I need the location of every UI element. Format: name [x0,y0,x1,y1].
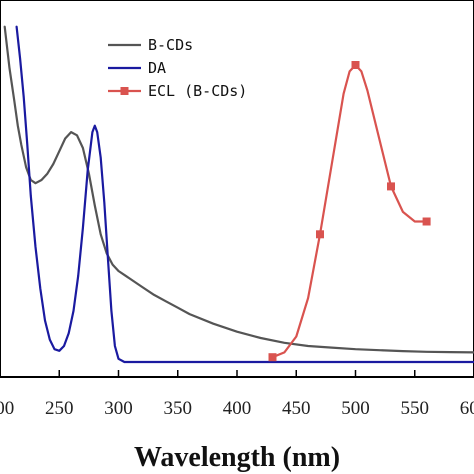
series-layer [3,25,474,364]
x-axis-ticks: 200 250 300 350 400 450 500 550 600 [0,370,474,419]
series-marker-2-4 [422,217,431,226]
series-marker-2-3 [387,182,395,191]
legend-label-0: B-CDs [148,36,193,54]
x-tick-label: 200 [0,398,14,419]
series-marker-2-0 [268,353,277,362]
x-tick-label: 300 [104,398,133,419]
legend-label-1: DA [148,59,166,77]
series-line-2 [271,63,428,359]
x-tick-label: 550 [401,398,430,419]
x-tick-label: 250 [45,398,74,419]
legend-label-2: ECL (B-CDs) [148,82,247,100]
x-tick-label: 400 [223,398,252,419]
x-tick-label: 600 [460,398,474,419]
series-marker-2-2 [351,61,360,69]
x-tick-label: 350 [164,398,193,419]
x-tick-label: 450 [282,398,311,419]
series-line-1 [15,25,474,364]
x-axis-title: Wavelength (nm) [134,442,340,473]
series-line-0 [3,25,474,354]
legend-marker-2 [120,87,129,95]
legend: B-CDs DA ECL (B-CDs) [108,36,247,100]
x-tick-label: 500 [341,398,370,419]
series-marker-2-1 [316,230,324,239]
